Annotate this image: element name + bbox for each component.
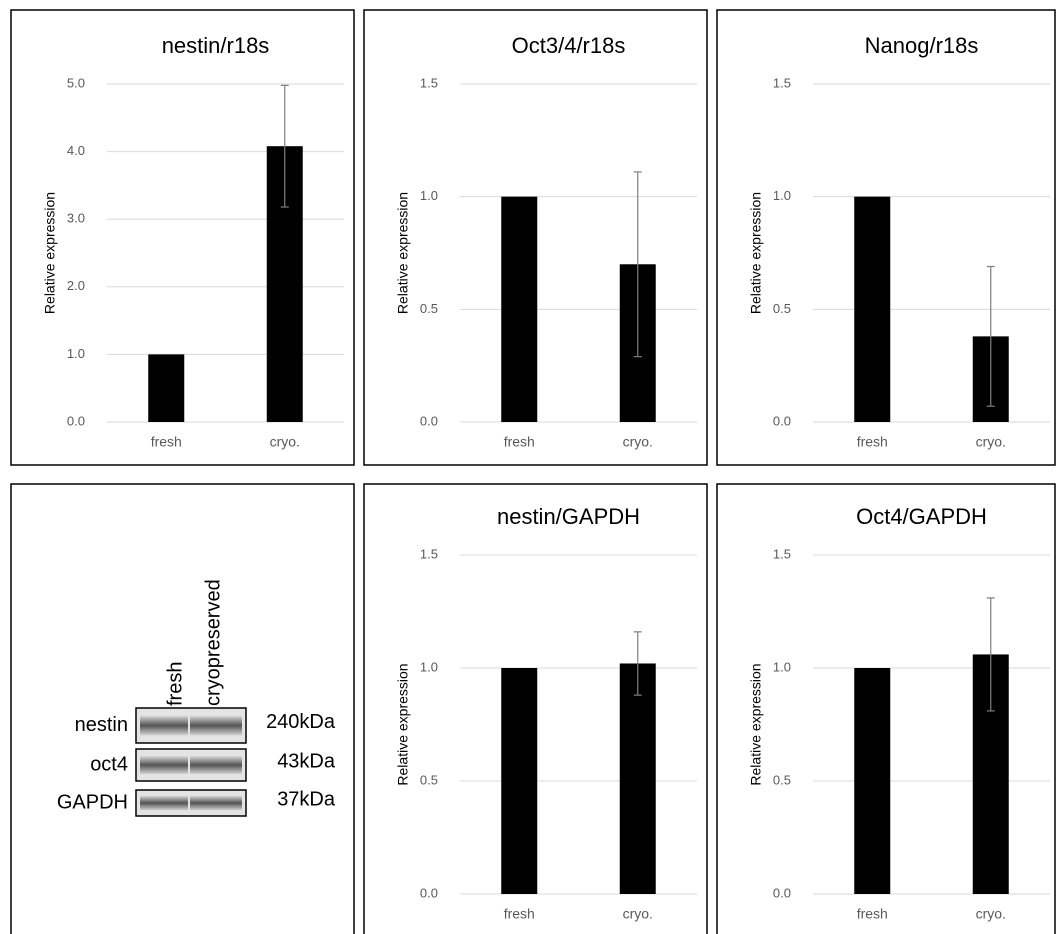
bar bbox=[148, 354, 185, 422]
chart-title: Oct4/GAPDH bbox=[856, 504, 987, 529]
bar bbox=[854, 668, 891, 894]
y-axis-label: Relative expression bbox=[748, 663, 764, 785]
blot-band bbox=[190, 715, 242, 736]
bar bbox=[854, 196, 891, 422]
panel-border bbox=[363, 483, 708, 934]
x-tick-label: fresh bbox=[857, 434, 888, 450]
y-tick-label: 0.5 bbox=[420, 772, 438, 787]
x-tick-label: cryo. bbox=[623, 434, 653, 450]
y-tick-label: 1.0 bbox=[67, 346, 85, 361]
size-label: 43kDa bbox=[277, 750, 336, 772]
x-tick-label: fresh bbox=[151, 434, 182, 450]
y-tick-label: 1.0 bbox=[420, 188, 438, 203]
row-label: oct4 bbox=[90, 753, 128, 775]
y-tick-label: 1.0 bbox=[420, 659, 438, 674]
y-axis-label: Relative expression bbox=[395, 192, 411, 314]
y-tick-label: 1.5 bbox=[773, 546, 791, 561]
y-tick-label: 0.0 bbox=[773, 413, 791, 428]
y-tick-label: 0.0 bbox=[773, 885, 791, 900]
x-tick-label: cryo. bbox=[623, 906, 653, 922]
lane-label: cryopreserved bbox=[202, 579, 224, 706]
y-tick-label: 0.0 bbox=[420, 885, 438, 900]
y-tick-label: 4.0 bbox=[67, 143, 85, 158]
y-tick-label: 0.5 bbox=[773, 772, 791, 787]
y-tick-label: 1.5 bbox=[420, 75, 438, 90]
chart-title: nestin/r18s bbox=[162, 33, 270, 58]
panel-border bbox=[10, 9, 355, 466]
panel-border bbox=[716, 9, 1056, 466]
y-axis-label: Relative expression bbox=[42, 192, 58, 314]
y-tick-label: 1.0 bbox=[773, 188, 791, 203]
lane-label: fresh bbox=[164, 662, 186, 706]
row-label: GAPDH bbox=[57, 791, 128, 813]
y-axis-label: Relative expression bbox=[395, 663, 411, 785]
size-label: 37kDa bbox=[277, 788, 336, 810]
y-tick-label: 0.5 bbox=[420, 301, 438, 316]
chart-title: nestin/GAPDH bbox=[497, 504, 640, 529]
blot-panel bbox=[10, 483, 355, 934]
chart-title: Nanog/r18s bbox=[865, 33, 979, 58]
y-tick-label: 1.0 bbox=[773, 659, 791, 674]
y-axis-label: Relative expression bbox=[748, 192, 764, 314]
y-tick-label: 1.5 bbox=[773, 75, 791, 90]
size-label: 240kDa bbox=[266, 711, 336, 733]
y-tick-label: 5.0 bbox=[67, 75, 85, 90]
y-tick-label: 0.5 bbox=[773, 301, 791, 316]
y-tick-label: 0.0 bbox=[420, 413, 438, 428]
x-tick-label: cryo. bbox=[976, 906, 1006, 922]
y-tick-label: 0.0 bbox=[67, 413, 85, 428]
y-tick-label: 3.0 bbox=[67, 211, 85, 226]
bar bbox=[501, 668, 538, 894]
panel-border bbox=[716, 483, 1056, 934]
x-tick-label: fresh bbox=[504, 906, 535, 922]
blot-band bbox=[140, 795, 188, 811]
blot-band bbox=[190, 756, 242, 774]
x-tick-label: fresh bbox=[504, 434, 535, 450]
chart-title: Oct3/4/r18s bbox=[512, 33, 626, 58]
y-tick-label: 2.0 bbox=[67, 278, 85, 293]
blot-band bbox=[140, 756, 188, 774]
blot-band bbox=[140, 715, 188, 736]
x-tick-label: fresh bbox=[857, 906, 888, 922]
bar bbox=[619, 663, 656, 894]
x-tick-label: cryo. bbox=[976, 434, 1006, 450]
panel-border bbox=[363, 9, 708, 466]
x-tick-label: cryo. bbox=[270, 434, 300, 450]
blot-band bbox=[190, 795, 242, 811]
y-tick-label: 1.5 bbox=[420, 546, 438, 561]
bar bbox=[501, 196, 538, 422]
row-label: nestin bbox=[75, 714, 128, 736]
